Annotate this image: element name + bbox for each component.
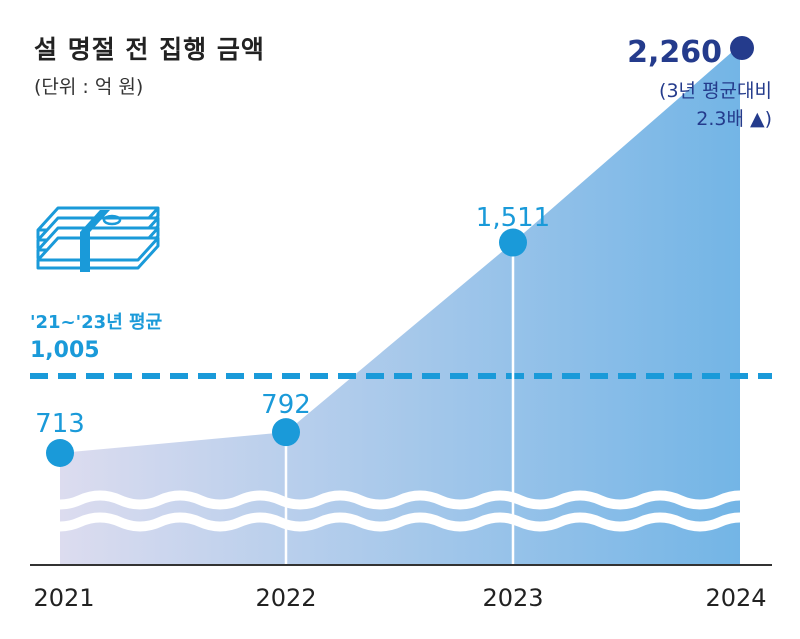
data-point (499, 228, 527, 257)
highlight-point (730, 36, 754, 60)
x-tick-label: 2022 (255, 584, 316, 612)
highlight-note-line1: (3년 평균대비 (659, 80, 772, 102)
x-tick-label: 2024 (705, 584, 766, 612)
axis-break-wave-bottom (0, 512, 800, 532)
data-label: 713 (35, 409, 85, 439)
x-tick-label: 2023 (482, 584, 543, 612)
unit-label: (단위 : 억 원) (34, 76, 144, 98)
area-fill (60, 45, 740, 565)
average-label: '21~'23년 평균 (30, 312, 163, 333)
money-stack-icon (36, 206, 160, 272)
average-value: 1,005 (30, 338, 100, 363)
chart-title: 설 명절 전 집행 금액 (34, 35, 265, 64)
highlight-note-line2: 2.3배 ▲) (696, 108, 772, 130)
data-label: 1,511 (476, 203, 550, 233)
data-label: 792 (261, 390, 311, 420)
x-tick-label: 2021 (33, 584, 94, 612)
axis-break-wave-top (0, 490, 800, 510)
data-point (46, 439, 74, 467)
data-point (272, 418, 300, 447)
data-label: 2,260 (627, 35, 722, 70)
